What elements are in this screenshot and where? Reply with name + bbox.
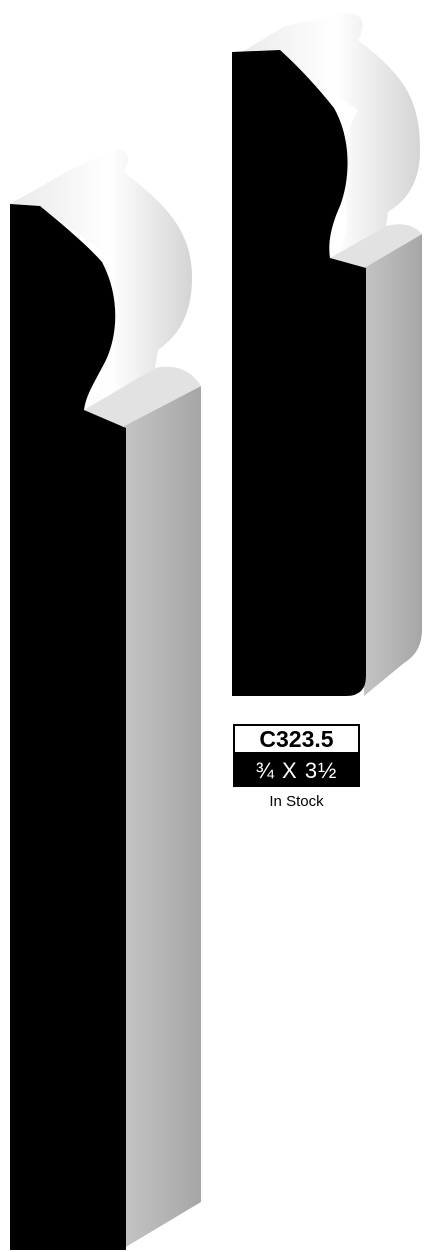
baseboard-molding-short (232, 13, 422, 696)
product-label: C323.5 ¾ X 3½ In Stock (233, 724, 360, 810)
availability-status: In Stock (269, 793, 324, 810)
short-side-face (364, 234, 422, 696)
tall-profile-face (10, 204, 126, 1250)
product-code: C323.5 (233, 724, 360, 754)
baseboard-molding-tall (10, 149, 201, 1250)
tall-top-surface (10, 149, 192, 410)
short-profile-face (232, 50, 366, 696)
product-dimensions: ¾ X 3½ (233, 754, 360, 787)
short-shoulder-ledge (330, 224, 422, 269)
tall-side-face (124, 386, 201, 1248)
tall-shoulder-ledge (84, 366, 201, 428)
